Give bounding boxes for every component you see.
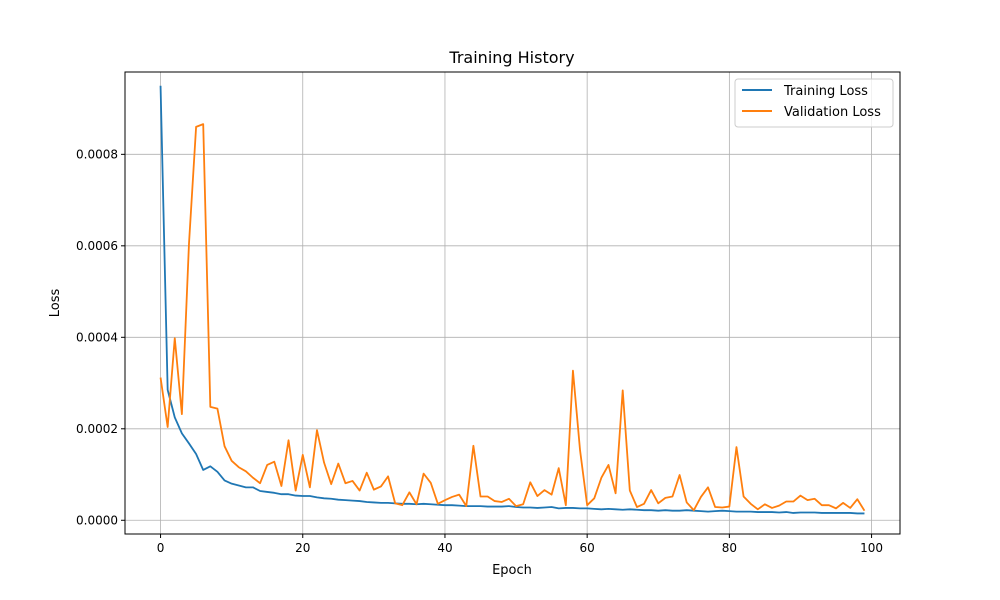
grid-lines xyxy=(125,72,900,534)
y-axis-label: Loss xyxy=(48,289,63,318)
x-tick-label: 80 xyxy=(722,541,737,555)
x-tick-label: 60 xyxy=(580,541,595,555)
series-line-validation-loss xyxy=(159,123,866,512)
legend-label-training-loss: Training Loss xyxy=(783,84,868,99)
x-tick-label: 0 xyxy=(157,541,165,555)
y-tick-label: 0.0008 xyxy=(76,147,118,161)
x-axis-label: Epoch xyxy=(492,563,532,578)
legend-box xyxy=(734,78,894,128)
x-tick-label: 100 xyxy=(860,541,883,555)
chart-title: Training History xyxy=(448,48,574,67)
plot-frame xyxy=(124,71,901,535)
y-tick-label: 0.0000 xyxy=(76,513,118,527)
legend-label-validation-loss: Validation Loss xyxy=(784,105,881,120)
y-tick-label: 0.0006 xyxy=(76,239,118,253)
y-tick-label: 0.0004 xyxy=(76,330,118,344)
x-tick-label: 20 xyxy=(295,541,310,555)
series-lines xyxy=(159,85,866,515)
x-tick-label: 40 xyxy=(437,541,452,555)
y-tick-label: 0.0002 xyxy=(76,422,118,436)
legend: Training Loss Validation Loss xyxy=(734,78,894,128)
series-line-training-loss xyxy=(159,85,865,515)
axis-ticks: 0 20 40 60 80 100 0.0000 0.0002 0.0004 0.0006 0.00… xyxy=(76,147,883,555)
